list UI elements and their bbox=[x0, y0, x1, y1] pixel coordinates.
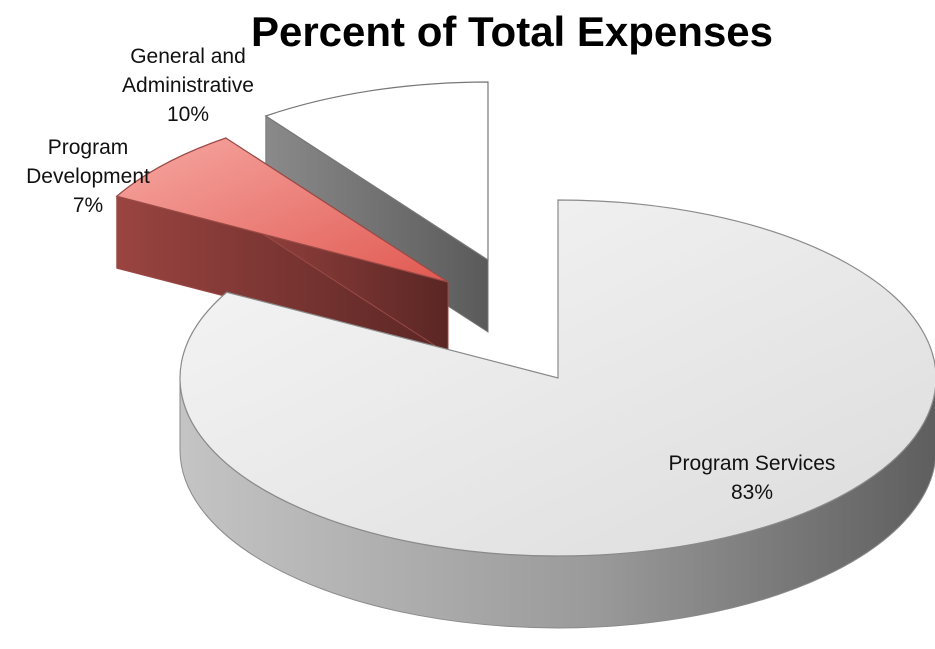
chart-title: Percent of Total Expenses bbox=[251, 8, 773, 55]
slice-label-line: General and bbox=[130, 45, 246, 68]
slice-label-line: Program bbox=[48, 136, 129, 159]
pie-slice-program-development bbox=[115, 137, 449, 355]
slice-top-program-services bbox=[179, 199, 935, 557]
slice-top-general-administrative bbox=[264, 81, 489, 262]
slice-label-program-development: Program Development 7% bbox=[26, 136, 150, 217]
slice-top-program-development bbox=[115, 137, 449, 283]
slice-label-line: Program Services bbox=[669, 452, 836, 475]
pie-slice-program-services bbox=[179, 199, 935, 629]
slice-label-general-administrative: General and Administrative 10% bbox=[122, 45, 254, 126]
slice-label-line: 83% bbox=[731, 481, 773, 504]
slice-label-program-services: Program Services 83% bbox=[669, 452, 836, 504]
slice-label-line: Administrative bbox=[122, 74, 254, 97]
slice-label-line: 7% bbox=[73, 194, 103, 217]
slice-label-line: 10% bbox=[167, 103, 209, 126]
slice-label-line: Development bbox=[26, 165, 150, 188]
